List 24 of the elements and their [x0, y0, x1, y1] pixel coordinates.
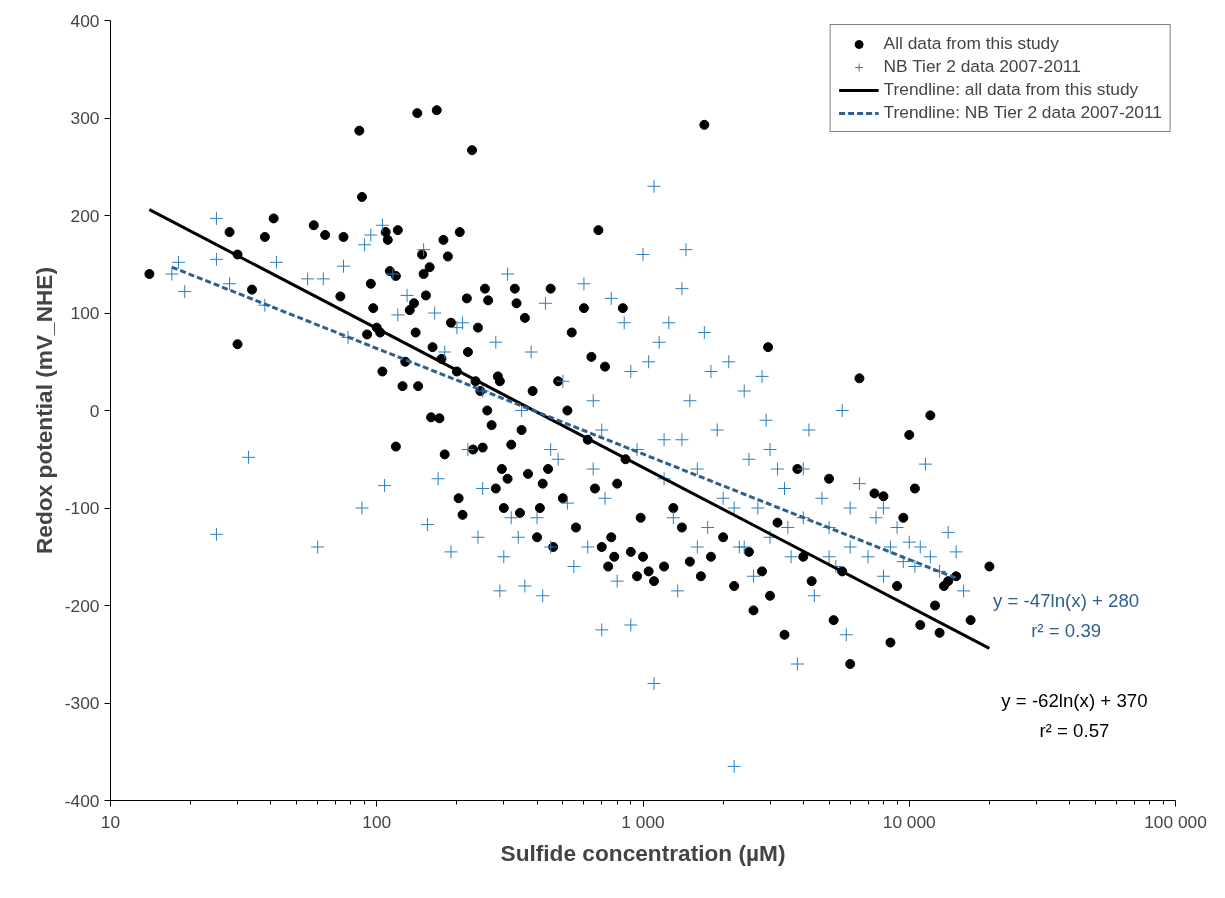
y-tick-label: -400	[64, 790, 100, 811]
legend-label: Trendline: all data from this study	[883, 79, 1139, 100]
annotation: y = -47ln(x) + 280	[993, 589, 1140, 611]
legend-label: Trendline: NB Tier 2 data 2007-2011	[883, 102, 1162, 123]
y-axis-title: Redox potential (mV_NHE)	[30, 266, 57, 554]
legend-label: NB Tier 2 data 2007-2011	[883, 56, 1081, 77]
y-tick-label: 400	[70, 10, 100, 31]
legend-label: All data from this study	[883, 33, 1059, 54]
x-tick-label: 100	[362, 811, 392, 832]
x-axis-title: Sulfide concentration (µM)	[500, 839, 786, 866]
y-tick-label: -300	[64, 693, 100, 713]
x-tick-label: 1 000	[621, 811, 665, 832]
annotation: y = -62ln(x) + 370	[1001, 689, 1148, 711]
y-tick-label: -100	[64, 498, 100, 518]
y-tick-label: 200	[70, 205, 100, 226]
annotation: r² = 0.57	[1039, 719, 1110, 741]
x-tick-label: 10	[100, 811, 121, 832]
x-tick-label: 100 000	[1144, 811, 1207, 832]
y-tick-label: 100	[70, 303, 100, 323]
y-tick-label: 0	[89, 400, 100, 421]
x-tick-label: 10 000	[882, 811, 936, 832]
annotation: r² = 0.39	[1031, 619, 1102, 641]
y-tick-label: -200	[64, 595, 100, 616]
y-tick-label: 300	[70, 108, 100, 128]
